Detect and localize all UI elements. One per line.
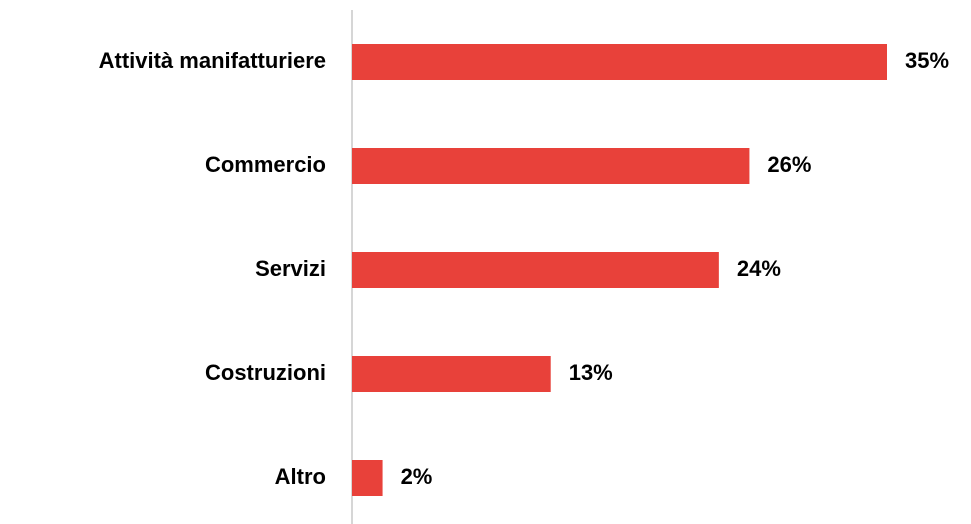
bar (352, 356, 551, 392)
category-label: Attività manifatturiere (99, 48, 326, 73)
category-label: Altro (275, 464, 326, 489)
category-label: Costruzioni (205, 360, 326, 385)
bar (352, 44, 887, 80)
bar (352, 148, 750, 184)
category-label: Servizi (255, 256, 326, 281)
value-label: 13% (569, 360, 613, 385)
bar (352, 460, 383, 496)
category-label: Commercio (205, 152, 326, 177)
bar (352, 252, 719, 288)
value-label: 2% (401, 464, 433, 489)
value-label: 26% (767, 152, 811, 177)
value-label: 24% (737, 256, 781, 281)
value-label: 35% (905, 48, 949, 73)
